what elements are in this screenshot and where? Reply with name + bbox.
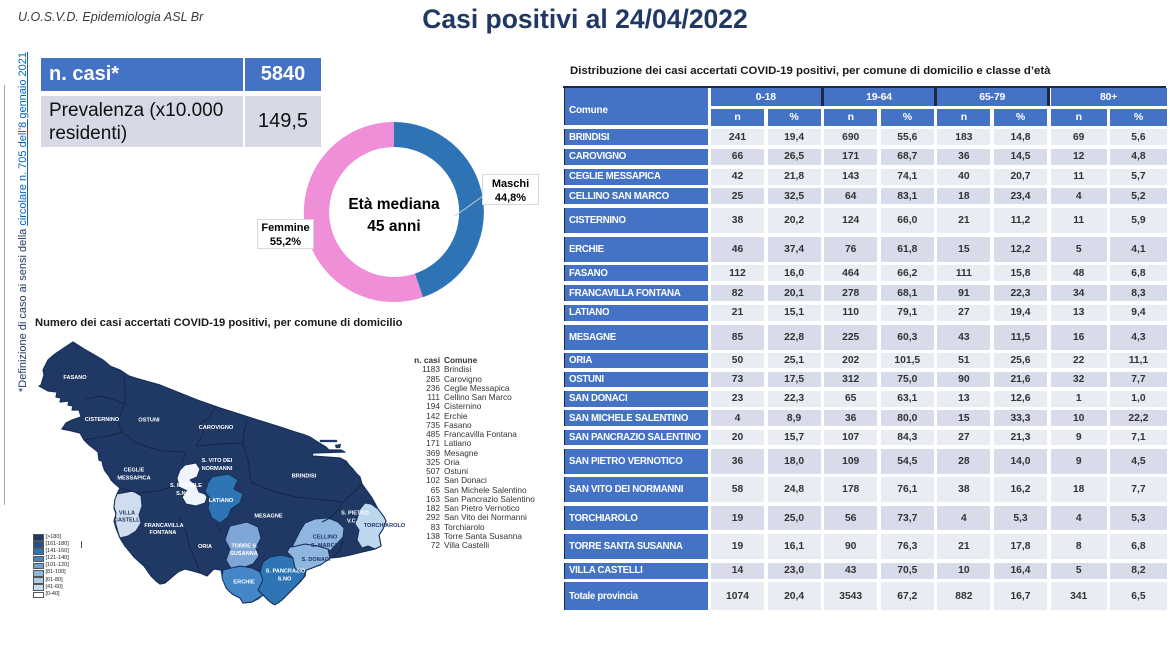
svg-text:CASTELLI: CASTELLI <box>114 518 142 524</box>
svg-text:ORIA: ORIA <box>198 544 212 550</box>
svg-text:CEGLIE: CEGLIE <box>124 468 145 474</box>
svg-text:TORCHIAROLO: TORCHIAROLO <box>364 523 406 529</box>
svg-text:OSTUNI: OSTUNI <box>138 418 160 424</box>
svg-text:S. PANCRAZIO: S. PANCRAZIO <box>266 569 306 575</box>
svg-text:S. PIETRO: S. PIETRO <box>341 511 369 517</box>
svg-text:NORMANNI: NORMANNI <box>202 466 233 472</box>
svg-text:BRINDISI: BRINDISI <box>292 474 317 480</box>
svg-text:CISTERNINO: CISTERNINO <box>85 417 120 423</box>
svg-text:CAROVIGNO: CAROVIGNO <box>199 425 234 431</box>
svg-text:S. MICHELE: S. MICHELE <box>170 483 202 489</box>
svg-text:FONTANA: FONTANA <box>150 530 177 536</box>
svg-text:MESSAPICA: MESSAPICA <box>117 476 150 482</box>
svg-text:ERCHIE: ERCHIE <box>233 580 254 586</box>
svg-text:LATIANO: LATIANO <box>209 498 234 504</box>
svg-text:S. DONACI: S. DONACI <box>302 557 331 563</box>
svg-text:SUSANNA: SUSANNA <box>230 551 258 557</box>
svg-text:CELLINO: CELLINO <box>313 535 338 541</box>
svg-text:TORRE S.: TORRE S. <box>231 544 258 550</box>
svg-text:S.NO: S.NO <box>278 577 292 583</box>
svg-text:V.C.: V.C. <box>347 519 358 525</box>
svg-text:S.NO: S.NO <box>176 491 190 497</box>
svg-text:S. VITO DEI: S. VITO DEI <box>202 458 233 464</box>
svg-text:FRANCAVILLA: FRANCAVILLA <box>144 523 183 529</box>
svg-text:VILLA: VILLA <box>119 511 135 517</box>
svg-text:FASANO: FASANO <box>63 375 87 381</box>
svg-text:MESAGNE: MESAGNE <box>254 514 283 520</box>
svg-text:S. MARCO: S. MARCO <box>311 543 340 549</box>
